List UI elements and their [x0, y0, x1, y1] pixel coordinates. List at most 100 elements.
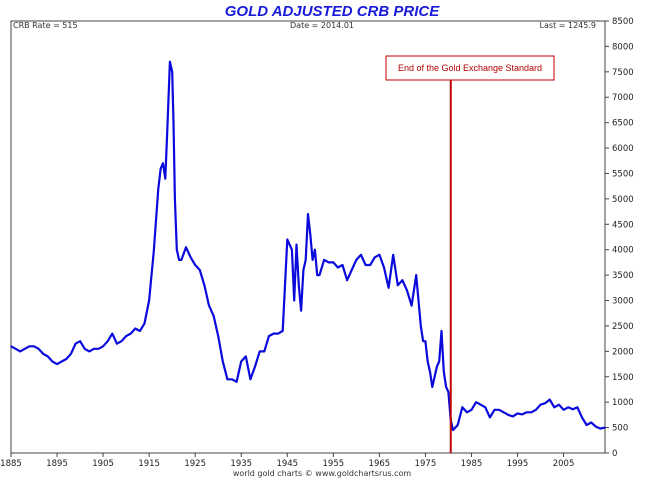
data-point: [548, 398, 551, 401]
y-tick-label: 1500: [612, 373, 634, 383]
data-point: [254, 365, 256, 368]
data-point: [604, 426, 606, 429]
data-point: [166, 121, 169, 124]
x-tick-label: 1975: [415, 459, 437, 469]
data-point: [341, 264, 344, 266]
data-point: [203, 284, 206, 287]
data-point: [281, 330, 284, 332]
data-point: [226, 378, 229, 381]
data-point: [268, 335, 270, 337]
y-tick-label: 5000: [612, 195, 634, 205]
data-point: [157, 187, 160, 190]
data-point: [401, 279, 404, 282]
data-point: [33, 345, 35, 348]
y-tick-label: 4000: [612, 246, 634, 256]
data-point: [51, 360, 54, 363]
data-point: [134, 327, 137, 330]
data-point: [245, 355, 247, 358]
crb-price-line: [10, 60, 606, 432]
data-point: [286, 238, 289, 241]
data-point: [298, 284, 300, 287]
data-point: [249, 378, 252, 381]
credit-text: world gold charts © www.goldchartsrus.co…: [233, 469, 411, 478]
data-point: [327, 261, 330, 264]
header-last: Last = 1245.9: [540, 21, 596, 30]
data-point: [176, 248, 178, 251]
data-point: [189, 256, 192, 259]
data-point: [599, 427, 602, 430]
data-point: [291, 248, 293, 251]
data-point: [231, 378, 233, 381]
data-point: [440, 330, 443, 332]
y-tick-label: 2000: [612, 347, 634, 357]
data-point: [489, 416, 491, 419]
data-point: [129, 332, 132, 335]
data-point: [502, 411, 505, 414]
data-point: [558, 403, 560, 406]
data-point: [139, 330, 141, 332]
data-point: [424, 340, 427, 343]
y-tick-label: 6000: [612, 144, 634, 154]
data-point: [392, 254, 395, 256]
data-point: [323, 259, 325, 261]
annotation-label: End of the Gold Exchange Standard: [398, 63, 542, 73]
data-point: [194, 264, 196, 266]
data-point: [318, 274, 321, 276]
x-tick-label: 1885: [0, 459, 22, 469]
data-point: [535, 409, 537, 411]
data-point: [452, 429, 454, 431]
data-point: [314, 248, 316, 251]
data-point: [420, 325, 422, 327]
annotation-box: [385, 55, 555, 81]
data-point: [10, 345, 12, 348]
x-tick-label: 1895: [46, 459, 68, 469]
x-tick-label: 1935: [230, 459, 252, 469]
data-point: [572, 408, 574, 411]
data-point: [445, 386, 447, 388]
data-point: [466, 411, 468, 414]
data-point: [174, 198, 176, 200]
data-point: [369, 264, 372, 266]
data-point: [277, 332, 279, 335]
data-point: [272, 332, 275, 335]
data-point: [337, 266, 339, 269]
y-tick-label: 7500: [612, 68, 634, 78]
data-point: [65, 358, 68, 360]
data-point: [422, 340, 424, 343]
data-point: [410, 304, 413, 307]
x-tick-label: 1955: [323, 459, 345, 469]
data-point: [171, 71, 173, 73]
data-point: [162, 162, 164, 165]
data-point: [406, 289, 408, 292]
data-point: [443, 370, 445, 373]
data-point: [316, 274, 319, 276]
data-point: [581, 416, 583, 419]
data-point: [378, 254, 381, 256]
data-point: [530, 411, 533, 414]
data-point: [300, 309, 302, 312]
data-point: [415, 274, 418, 276]
data-point: [307, 213, 309, 215]
data-point: [302, 269, 305, 271]
data-point: [304, 259, 307, 261]
y-tick-label: 3000: [612, 297, 634, 307]
data-point: [544, 402, 546, 405]
data-point: [383, 266, 385, 269]
x-tick-label: 1995: [507, 459, 529, 469]
data-point: [263, 350, 266, 353]
data-point: [525, 411, 528, 414]
data-point: [125, 335, 127, 337]
data-point: [433, 376, 436, 378]
data-point: [42, 353, 44, 355]
data-point: [222, 360, 224, 363]
y-tick-label: 500: [612, 424, 628, 434]
x-axis: 1885 1895 1905 1915 1925 1935 1945 1955 1965 1975…: [0, 453, 574, 469]
plot-frame: [10, 20, 606, 454]
header-date: Date = 2014.01: [290, 21, 354, 30]
data-point: [438, 360, 441, 363]
data-point: [185, 246, 187, 248]
data-point: [56, 363, 58, 365]
data-point: [426, 360, 429, 363]
data-point: [567, 406, 569, 409]
